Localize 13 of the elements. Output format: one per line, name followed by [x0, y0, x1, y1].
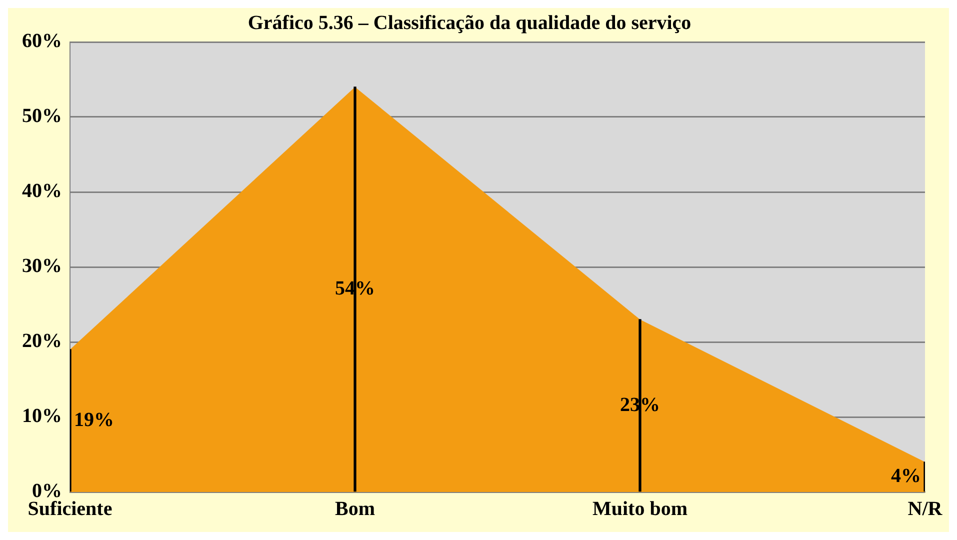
- x-tick-label: N/R: [908, 498, 943, 520]
- text: 19%: [74, 408, 114, 431]
- y-tick-label: 20%: [22, 330, 62, 352]
- x-tick-label: Muito bom: [592, 498, 688, 520]
- text: 4%: [891, 465, 921, 488]
- y-tick-label: 40%: [22, 180, 62, 202]
- chart-title: Gráfico 5.36 – Classificação da qualidade do serviço: [248, 12, 692, 34]
- y-tick-label: 60%: [22, 30, 62, 52]
- x-tick-label: Suficiente: [28, 498, 112, 520]
- x-tick-label: Bom: [335, 498, 376, 520]
- y-tick-label: 30%: [22, 255, 62, 278]
- y-tick-label: 10%: [22, 405, 62, 428]
- y-tick-label: 50%: [22, 105, 62, 128]
